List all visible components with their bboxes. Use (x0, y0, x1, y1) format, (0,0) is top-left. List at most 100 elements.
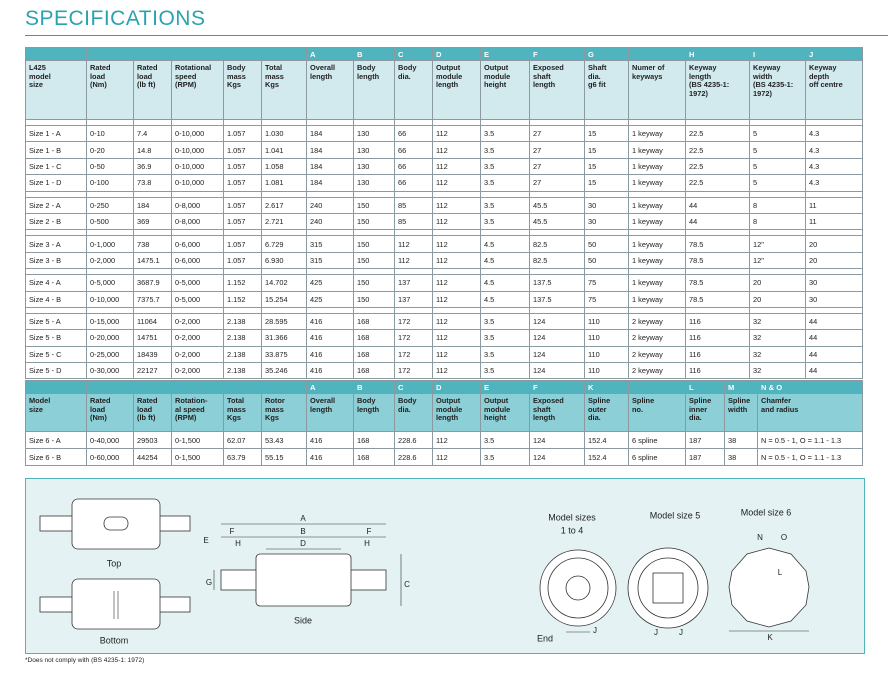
end-view-title: Model size 6 (741, 507, 792, 517)
table-cell: E (480, 380, 530, 394)
table-cell: 0-8,000 (171, 196, 224, 214)
table-cell: 36.9 (133, 157, 172, 176)
table-cell: Body dia. (394, 393, 433, 432)
table-cell: B (353, 47, 395, 61)
table-cell: 15 (584, 141, 629, 159)
table-cell (261, 47, 307, 61)
table-cell: 416 (306, 345, 354, 364)
table-row: Size 6 - A 0-40,000 29503 0-1,500 62.07 53.43… (25, 431, 863, 449)
table-cell: 184 (306, 141, 354, 159)
table-cell: 116 (685, 345, 750, 364)
table-cell: Size 6 - B (25, 448, 87, 466)
table-cell: 1 keyway (628, 174, 686, 192)
table-cell: Size 5 - C (25, 345, 87, 364)
table-cell: Rated load (Nm) (86, 60, 134, 120)
dim-label: N (757, 533, 763, 542)
table-cell: 85 (394, 212, 433, 231)
table-cell: 137 (394, 274, 433, 292)
table-cell: 0-5,000 (171, 290, 224, 308)
table-cell: Chamfer and radius (757, 393, 863, 432)
table-cell: Size 6 - A (25, 431, 87, 449)
table-cell: 8 (749, 212, 806, 231)
table-cell: 112 (432, 141, 481, 159)
table-cell: 124 (529, 345, 585, 364)
table-cell: 20 (805, 251, 863, 270)
table-cell: 8 (749, 196, 806, 214)
table-cell: 172 (394, 345, 433, 364)
table-cell: 1 keyway (628, 196, 686, 214)
table-row: Size 5 - B 0-20,000 14751 0-2,000 2.138 31.36… (25, 329, 863, 347)
table-cell: 35.246 (261, 362, 307, 380)
table-cell: 137 (394, 290, 433, 308)
table-cell: 172 (394, 362, 433, 380)
table-cell: 315 (306, 235, 354, 253)
table-cell: 112 (432, 251, 481, 270)
table-cell: 22.5 (685, 157, 750, 176)
table-cell: 168 (353, 329, 395, 347)
table-cell: 3.5 (480, 196, 530, 214)
table-row: Size 1 - D 0-100 73.8 0-10,000 1.057 1.081 184… (25, 174, 863, 192)
table-cell: Spline no. (628, 393, 686, 432)
table-cell: Output module length (432, 393, 481, 432)
spacer-row (25, 307, 863, 314)
table-cell: 240 (306, 212, 354, 231)
table-cell: 2 keyway (628, 312, 686, 331)
table-cell: 4.5 (480, 251, 530, 270)
footnote: *Does not comply with (BS 4235-1: 1972) (25, 657, 145, 664)
table-cell: 0-6,000 (171, 251, 224, 270)
table-cell: 240 (306, 196, 354, 214)
table-cell: 1.057 (223, 212, 262, 231)
table-cell: 184 (306, 174, 354, 192)
table-cell: 44 (805, 362, 863, 380)
table-cell: 152.4 (584, 448, 629, 466)
table-cell: 1.057 (223, 124, 262, 143)
table-cell: 27 (529, 157, 585, 176)
table-cell: 1.057 (223, 141, 262, 159)
table-cell: 0-40,000 (86, 431, 134, 449)
table-cell: 78.5 (685, 251, 750, 270)
table-cell: 3.5 (480, 212, 530, 231)
dim-label: C (404, 580, 410, 589)
spline-profile (728, 547, 810, 628)
spacer-cell (805, 229, 863, 236)
table-cell: 184 (133, 196, 172, 214)
table-cell: 112 (432, 329, 481, 347)
dim-label: G (206, 578, 212, 587)
table-cell: 32 (749, 362, 806, 380)
table-cell: 20 (749, 274, 806, 292)
table-cell: M (724, 380, 758, 394)
table-cell: J (805, 47, 863, 61)
table-cell: 2.138 (223, 312, 262, 331)
table-cell: N = 0.5 - 1, O = 1.1 - 1.3 (757, 431, 863, 449)
dim-label: F (230, 527, 235, 536)
table-cell: Spline inner dia. (685, 393, 725, 432)
table-cell: 5 (749, 141, 806, 159)
table-cell: 0-1,500 (171, 448, 224, 466)
table-cell (261, 380, 307, 394)
table-cell: Model size (25, 393, 87, 432)
table-cell: 3.5 (480, 448, 530, 466)
table-cell: 5 (749, 157, 806, 176)
table-cell: 3.5 (480, 174, 530, 192)
table-cell: Overall length (306, 393, 354, 432)
view-label: Bottom (100, 635, 129, 645)
table-cell: 78.5 (685, 235, 750, 253)
table-cell (628, 47, 686, 61)
table-cell: 66 (394, 157, 433, 176)
view-label: Top (107, 558, 122, 568)
table-cell: Size 1 - B (25, 141, 87, 159)
table-cell (25, 47, 87, 61)
table-cell: Keyway depth off centre (805, 60, 863, 120)
spacer-cell (805, 268, 863, 275)
table-cell: 124 (529, 329, 585, 347)
table-cell: 150 (353, 235, 395, 253)
table-cell: 1 keyway (628, 141, 686, 159)
table-cell: Size 1 - C (25, 157, 87, 176)
dim-label: O (781, 533, 787, 542)
table-cell: 110 (584, 312, 629, 331)
table-cell: Size 5 - B (25, 329, 87, 347)
dim-label: H (235, 539, 241, 548)
table-cell: 0-2,000 (171, 312, 224, 331)
table-cell: Size 5 - A (25, 312, 87, 331)
table-cell: Size 3 - A (25, 235, 87, 253)
